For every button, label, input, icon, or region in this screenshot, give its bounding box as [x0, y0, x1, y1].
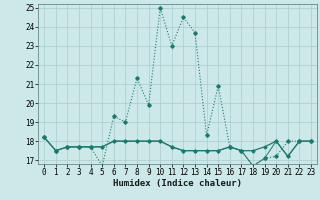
X-axis label: Humidex (Indice chaleur): Humidex (Indice chaleur): [113, 179, 242, 188]
